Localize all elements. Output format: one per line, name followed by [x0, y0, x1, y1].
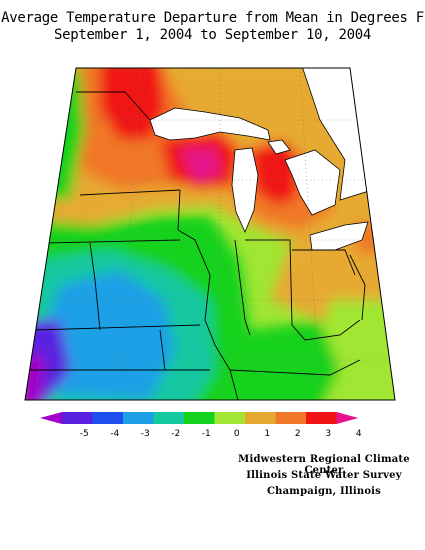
legend-tick-label: 2 [295, 429, 301, 439]
legend-tick-label: 4 [356, 429, 362, 439]
legend-tick-label: 0 [234, 429, 240, 439]
map-frame [24, 67, 396, 401]
legend-tick-label: -4 [110, 429, 119, 439]
legend-swatch [306, 412, 337, 424]
legend-tick-label: 3 [325, 429, 331, 439]
legend-swatch [62, 412, 93, 424]
graticule [25, 68, 395, 400]
legend-swatch [184, 412, 215, 424]
legend-swatch [123, 412, 154, 424]
legend-swatch [245, 412, 276, 424]
legend-swatch [92, 412, 124, 424]
legend-swatch [153, 412, 185, 424]
legend-tick-label: -2 [171, 429, 180, 439]
credit-center: Midwestern Regional Climate Center [238, 454, 410, 476]
map-subtitle-dates: September 1, 2004 to September 10, 2004 [53, 27, 372, 43]
credit-survey: Illinois State Water Survey [246, 470, 402, 481]
legend-swatch [214, 412, 246, 424]
legend-tick-label: -3 [141, 429, 150, 439]
legend-arrow-right [336, 412, 359, 424]
legend-tick-label: -1 [202, 429, 211, 439]
legend-tick-label: 1 [264, 429, 270, 439]
legend-swatch [275, 412, 307, 424]
legend-tick-label: -5 [80, 429, 89, 439]
credit-location: Champaign, Illinois [266, 486, 382, 497]
legend-arrow-left [40, 412, 62, 424]
map-title: Average Temperature Departure from Mean … [1, 10, 424, 26]
